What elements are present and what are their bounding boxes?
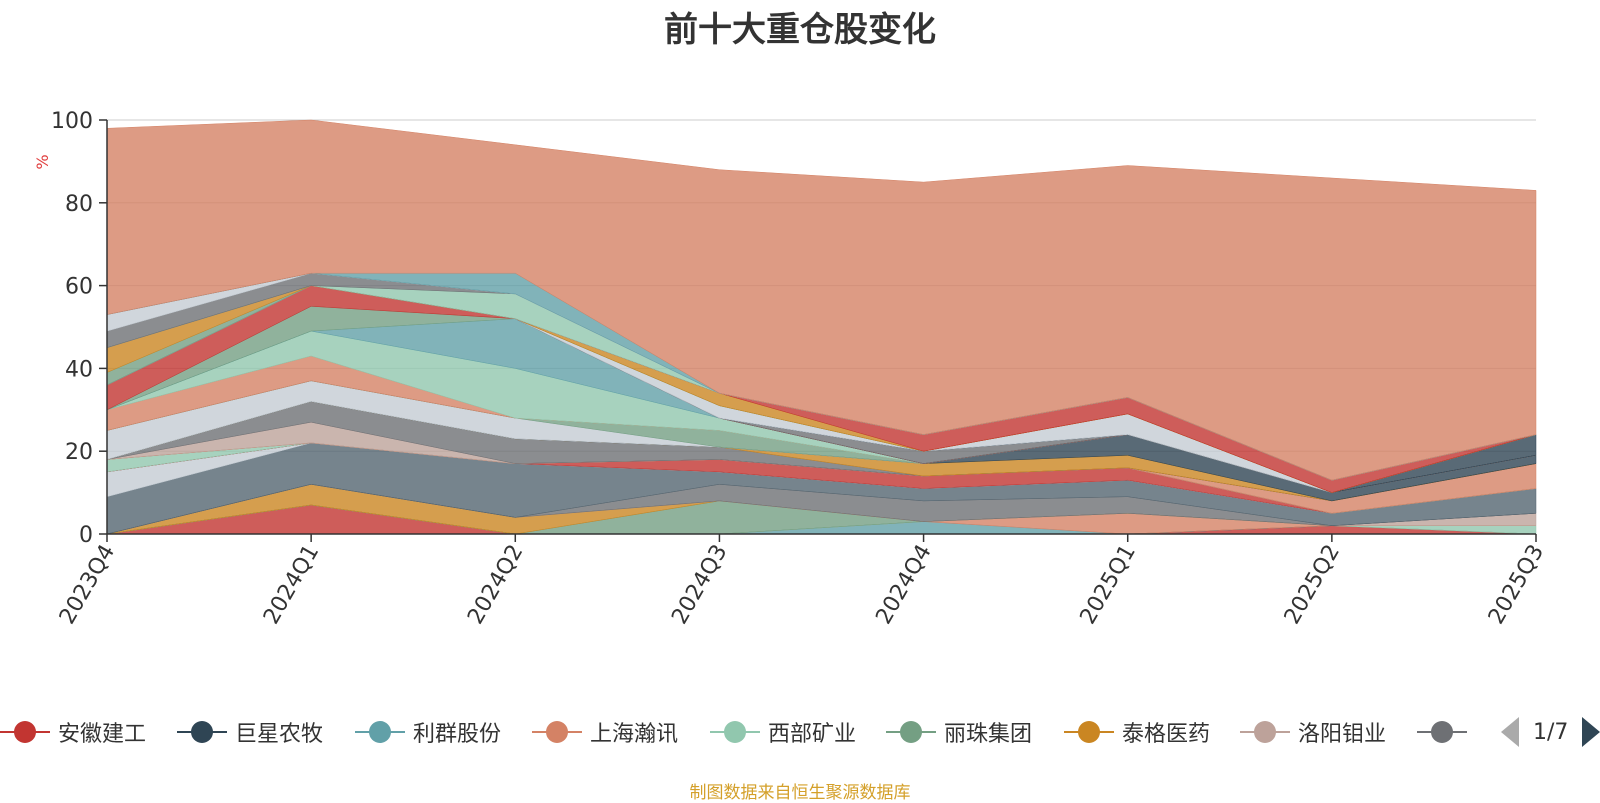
legend-label: 泰格医药 <box>1122 722 1211 747</box>
x-tick-label: 2025Q1 <box>1076 541 1141 629</box>
legend-swatch-icon <box>1064 712 1114 752</box>
area-series-35[interactable] <box>106 119 1537 481</box>
x-tick-label: 2023Q4 <box>55 541 120 629</box>
y-axis-unit: % <box>33 154 52 169</box>
legend-label: 西部矿业 <box>768 722 857 747</box>
chart-area: 0 20 40 60 80 100 2023Q4 2024Q1 2024Q2 2024Q3 2024… <box>33 109 1549 629</box>
legend-item[interactable]: 泰格医药 <box>1064 712 1210 752</box>
legend-label: 巨星农牧 <box>235 722 324 747</box>
legend-item[interactable]: 安徽建工 <box>0 712 146 752</box>
legend-swatch-dot <box>191 721 213 743</box>
legend-label: 洛阳钼业 <box>1298 722 1387 747</box>
legend-item[interactable]: 西部矿业 <box>710 712 856 752</box>
legend-swatch-icon <box>1417 712 1467 752</box>
x-tick-label: 2024Q1 <box>259 541 324 629</box>
y-tick-label: 40 <box>65 357 93 382</box>
legend-page-indicator: 1/7 <box>1533 719 1569 745</box>
legend-label: 利群股份 <box>413 722 502 747</box>
legend-item[interactable]: 巨星农牧 <box>177 712 323 752</box>
x-tick-label: 2025Q2 <box>1280 541 1345 629</box>
y-tick-label: 60 <box>65 275 93 300</box>
area-series-layer <box>106 119 1537 535</box>
legend-swatch-dot <box>369 721 391 743</box>
legend-swatch-dot <box>546 721 568 743</box>
legend-swatch-icon <box>1240 712 1290 752</box>
x-tick-label: 2024Q2 <box>463 541 528 629</box>
legend-item[interactable] <box>1417 712 1475 752</box>
legend-swatch-dot <box>14 721 36 743</box>
y-tick-label: 20 <box>65 440 93 465</box>
source-note: 制图数据来自恒生聚源数据库 <box>689 783 911 803</box>
legend-label: 丽珠集团 <box>944 722 1033 747</box>
legend-label: 上海瀚讯 <box>590 722 679 747</box>
legend-prev-page-icon[interactable] <box>1501 717 1519 747</box>
legend-swatch-dot <box>1431 721 1453 743</box>
legend-swatch-icon <box>177 712 227 752</box>
chart-title: 前十大重仓股变化 <box>664 10 936 50</box>
legend-next-page-icon[interactable] <box>1582 717 1600 747</box>
legend-item[interactable]: 利群股份 <box>355 712 501 752</box>
x-tick-label: 2024Q3 <box>667 541 732 629</box>
legend-item[interactable]: 洛阳钼业 <box>1240 712 1386 752</box>
x-tick-label: 2025Q3 <box>1484 541 1549 629</box>
legend-swatch-icon <box>710 712 760 752</box>
legend-swatch-dot <box>1254 721 1276 743</box>
legend-swatch-dot <box>724 721 746 743</box>
y-tick-label: 100 <box>51 109 93 134</box>
axes <box>106 120 1536 535</box>
legend-swatch-icon <box>886 712 936 752</box>
x-tick-label: 2024Q4 <box>871 541 936 629</box>
y-tick-label: 80 <box>65 192 93 217</box>
legend-label: 安徽建工 <box>58 722 147 747</box>
legend: 安徽建工 巨星农牧 利群股份 上海瀚讯 西部矿业 丽珠集团 泰格医药 洛阳钼业 <box>0 712 1600 752</box>
legend-swatch-dot <box>1078 721 1100 743</box>
y-tick-label: 0 <box>79 523 93 548</box>
legend-swatch-icon <box>532 712 582 752</box>
legend-item[interactable]: 上海瀚讯 <box>532 712 678 752</box>
legend-pager: 1/7 <box>1495 712 1600 752</box>
legend-swatch-dot <box>900 721 922 743</box>
legend-swatch-icon <box>0 712 50 752</box>
legend-swatch-icon <box>355 712 405 752</box>
legend-item[interactable]: 丽珠集团 <box>886 712 1032 752</box>
